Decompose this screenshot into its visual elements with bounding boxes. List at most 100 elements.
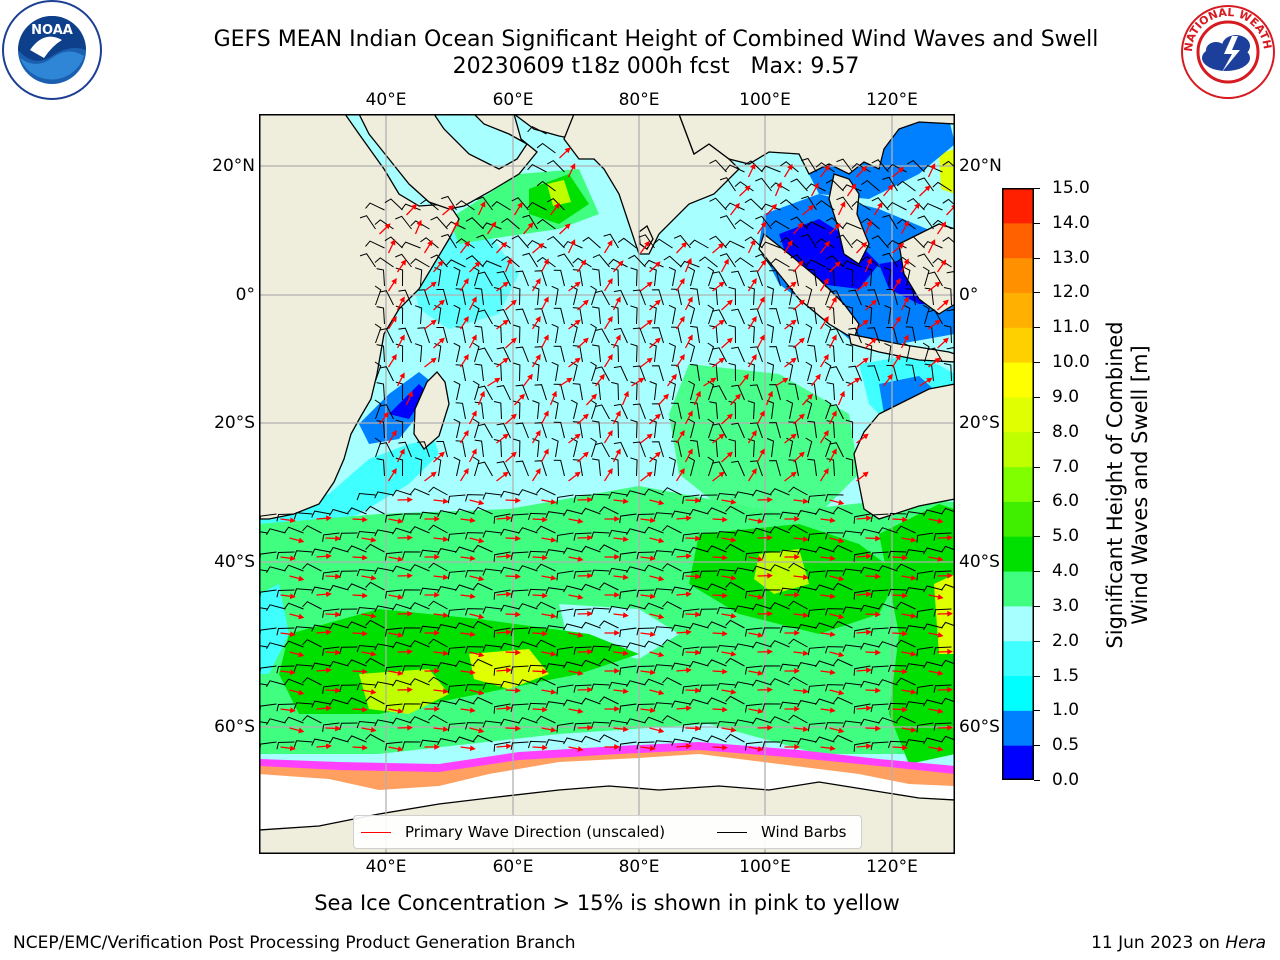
lon-tick-bottom-100: 100°E (739, 857, 791, 877)
wind-barb (750, 308, 763, 325)
wave-direction-arrow (522, 373, 533, 387)
wind-barb (709, 363, 718, 382)
wave-direction-arrow (397, 610, 413, 617)
wave-direction-arrow (568, 746, 584, 752)
wave-direction-arrow (541, 612, 557, 619)
wind-barb (825, 179, 844, 192)
wind-barb (553, 269, 565, 287)
wind-barb (806, 221, 826, 230)
wind-barb (513, 438, 521, 458)
wave-direction-arrow (469, 261, 481, 273)
colorbar-tick-mark (1034, 431, 1040, 433)
wave-direction-arrow (352, 516, 368, 523)
wind-barb (356, 720, 376, 729)
wind-barb (762, 703, 781, 711)
wave-direction-arrow (459, 353, 469, 368)
wind-barb (770, 258, 790, 268)
colorbar-tick-mark (1034, 710, 1040, 712)
wind-barb (829, 328, 844, 344)
wave-direction-arrow (928, 632, 944, 638)
wave-direction-arrow (460, 517, 476, 524)
wind-barb (545, 739, 565, 747)
wave-direction-arrow (433, 498, 449, 504)
wind-barb (410, 258, 430, 268)
wind-barb (668, 342, 676, 363)
field-blue-australia-coast (879, 376, 939, 414)
wind-barb (356, 682, 376, 691)
wind-barb (824, 399, 832, 420)
wind-barb (347, 659, 367, 667)
colorbar-swatch (1002, 675, 1034, 711)
land-australia (853, 383, 954, 520)
wave-direction-arrows (280, 147, 954, 752)
wind-barb (630, 343, 638, 363)
wind-barb (769, 308, 781, 325)
wave-direction-arrow (756, 448, 765, 463)
wave-direction-arrow (856, 319, 869, 330)
wind-barb (517, 527, 538, 534)
wind-barb (923, 699, 943, 707)
wind-barb (762, 513, 781, 521)
wave-direction-arrow (396, 372, 405, 387)
wind-barb (636, 589, 655, 598)
wind-barb (465, 684, 484, 692)
land-africa (260, 115, 460, 520)
wind-barb (662, 487, 682, 496)
wave-direction-arrow (685, 725, 701, 732)
wind-barb (829, 290, 844, 306)
wave-direction-arrow (928, 556, 944, 562)
wave-direction-arrow (676, 241, 688, 254)
wind-barb (779, 663, 799, 671)
wind-barb (653, 664, 673, 672)
wind-barb (755, 177, 772, 192)
wind-barb (662, 525, 682, 534)
wind-barb (922, 304, 930, 325)
wind-barb (807, 684, 826, 694)
wind-barb (580, 697, 601, 705)
wind-barb (829, 404, 844, 420)
wave-direction-arrow (765, 390, 773, 406)
wind-barb (829, 442, 844, 458)
wind-barb (311, 548, 331, 556)
wave-direction-arrow (712, 516, 728, 523)
wind-barb (619, 741, 637, 752)
wind-barb (545, 701, 565, 709)
lat-tick-left-40s: 40°S (214, 552, 255, 572)
wind-barb (455, 288, 466, 306)
wave-direction-arrow (505, 687, 521, 694)
wind-barb (716, 682, 736, 691)
wind-barb (395, 343, 404, 363)
wave-direction-arrow (532, 242, 545, 254)
wind-barb (572, 269, 583, 287)
wave-direction-arrow (900, 334, 909, 349)
wave-direction-arrow (289, 727, 305, 734)
wave-direction-arrow (577, 534, 593, 541)
wave-direction-arrow (936, 221, 947, 235)
wind-barb (392, 527, 412, 535)
wind-barb (766, 400, 775, 420)
wind-barb (716, 492, 736, 501)
wave-direction-arrow (316, 515, 332, 522)
wind-barb (414, 267, 423, 287)
wind-barb (762, 589, 781, 597)
wind-barb (725, 202, 745, 211)
wind-barb (527, 512, 547, 521)
wind-barb (699, 532, 718, 541)
wind-barb (430, 216, 448, 230)
wind-barb (563, 623, 583, 631)
wind-barb (545, 587, 565, 595)
wind-barb (311, 624, 331, 632)
wind-barb (402, 703, 421, 711)
wind-barb (395, 381, 404, 401)
wind-barb (814, 622, 835, 630)
wave-direction-arrow (387, 315, 397, 330)
wave-direction-arrow (396, 259, 407, 273)
wind-barb (797, 738, 817, 746)
wind-barb (619, 551, 637, 562)
wind-barb (536, 487, 556, 496)
wave-direction-arrow (756, 410, 765, 425)
wind-barb (553, 459, 565, 477)
land-arabia (358, 115, 538, 210)
wave-direction-arrow (459, 277, 469, 292)
wind-barb (744, 741, 763, 751)
